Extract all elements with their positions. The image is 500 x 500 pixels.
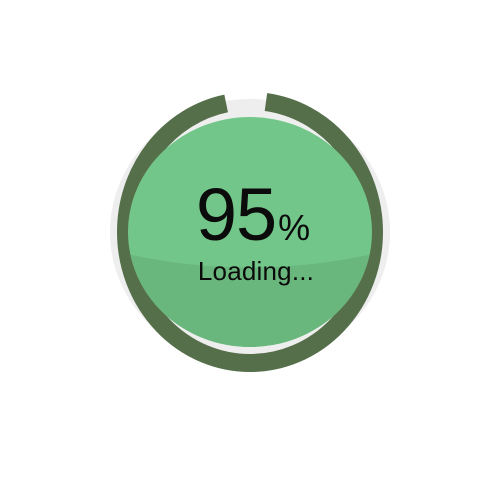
progress-ring-graphic bbox=[110, 92, 390, 372]
progress-arc bbox=[117, 92, 383, 372]
loading-progress-indicator: 95 % Loading... bbox=[110, 92, 390, 372]
loading-status-label: Loading... bbox=[197, 256, 315, 286]
percent-readout: 95 % bbox=[116, 178, 390, 252]
percent-value: 95 bbox=[195, 173, 277, 256]
percent-sign: % bbox=[278, 207, 311, 248]
progress-readout: 95 % Loading... bbox=[110, 178, 390, 287]
